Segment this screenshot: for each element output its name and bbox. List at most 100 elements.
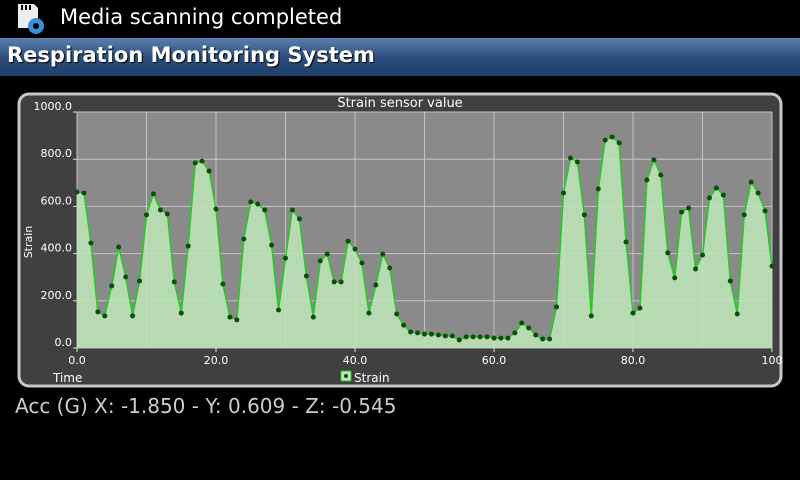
legend-marker [344, 374, 348, 378]
data-point [95, 309, 101, 315]
data-point [547, 336, 553, 342]
data-point [387, 265, 393, 271]
data-point [303, 273, 309, 279]
data-point [310, 314, 316, 320]
app-title: Respiration Monitoring System [7, 43, 375, 67]
data-point [637, 305, 643, 311]
data-point [679, 209, 685, 215]
data-point [137, 278, 143, 284]
data-point [686, 205, 692, 211]
data-point [484, 334, 490, 340]
data-point [359, 260, 365, 266]
data-point [157, 207, 163, 213]
data-point [289, 207, 295, 213]
y-tick-label: 400.0 [41, 242, 73, 255]
data-point [324, 251, 330, 257]
data-point [164, 211, 170, 217]
data-point [415, 330, 421, 336]
data-point [540, 336, 546, 342]
data-point [658, 172, 664, 178]
data-point [741, 212, 747, 218]
data-point [283, 255, 288, 261]
data-point [262, 207, 268, 213]
y-tick-label: 600.0 [41, 194, 73, 207]
data-point [317, 258, 323, 264]
data-point [435, 332, 441, 338]
data-point [623, 239, 629, 245]
data-point [81, 190, 87, 196]
data-point [512, 330, 518, 336]
data-point [380, 251, 386, 257]
data-point [276, 307, 282, 313]
data-point [373, 282, 379, 288]
data-point [567, 155, 573, 161]
data-point [561, 190, 566, 196]
data-point [296, 216, 302, 222]
data-point [192, 160, 198, 166]
data-point [116, 244, 122, 250]
app-bar: Respiration Monitoring System [0, 38, 800, 76]
data-point [449, 333, 455, 339]
data-point [345, 238, 351, 244]
data-point [255, 201, 261, 207]
data-point [498, 335, 504, 341]
data-point [700, 252, 705, 258]
data-point [609, 134, 615, 140]
data-point [602, 137, 608, 143]
data-point [206, 168, 212, 174]
data-point [616, 140, 622, 146]
data-point [588, 313, 594, 319]
data-point [574, 159, 580, 165]
data-point [554, 304, 560, 310]
data-point [408, 329, 414, 335]
data-point [505, 335, 511, 341]
x-tick-label: 60.0 [482, 354, 507, 367]
y-tick-label: 800.0 [41, 147, 73, 160]
accelerometer-readout: Acc (G) X: -1.850 - Y: 0.609 - Z: -0.545 [15, 394, 397, 418]
x-tick-label: 40.0 [343, 354, 368, 367]
x-tick-label: 20.0 [204, 354, 229, 367]
data-point [630, 310, 636, 316]
data-point [526, 325, 532, 331]
data-point [519, 320, 525, 326]
data-point [234, 317, 240, 323]
data-point [352, 246, 358, 252]
notification-text: Media scanning completed [60, 5, 343, 29]
data-point [595, 186, 601, 192]
data-point [755, 190, 761, 196]
x-tick-label: 0.0 [68, 354, 86, 367]
data-point [456, 337, 462, 343]
data-point [123, 274, 129, 280]
x-tick-label: 80.0 [621, 354, 646, 367]
data-point [727, 278, 733, 284]
data-point [734, 311, 740, 317]
data-point [769, 263, 775, 269]
data-point [178, 310, 184, 316]
data-point [241, 236, 247, 242]
chart-title: Strain sensor value [337, 96, 462, 111]
y-tick-label: 0.0 [55, 336, 73, 349]
data-point [331, 279, 337, 285]
data-point [227, 314, 233, 320]
data-point [74, 189, 80, 195]
x-axis-label: Time [52, 371, 82, 385]
data-point [720, 192, 726, 198]
data-point [401, 322, 407, 328]
data-point [581, 212, 587, 218]
data-point [220, 281, 226, 287]
data-point [672, 275, 678, 281]
data-point [248, 199, 254, 205]
y-tick-label: 200.0 [41, 289, 73, 302]
legend-label: Strain [354, 371, 390, 385]
x-tick-label: 100 [762, 354, 783, 367]
data-point [199, 158, 205, 164]
data-point [130, 313, 136, 319]
y-axis-label: Strain [22, 226, 35, 259]
data-point [693, 266, 699, 272]
data-point [269, 242, 275, 248]
data-point [651, 157, 657, 163]
data-point [477, 334, 483, 340]
data-point [185, 243, 191, 249]
